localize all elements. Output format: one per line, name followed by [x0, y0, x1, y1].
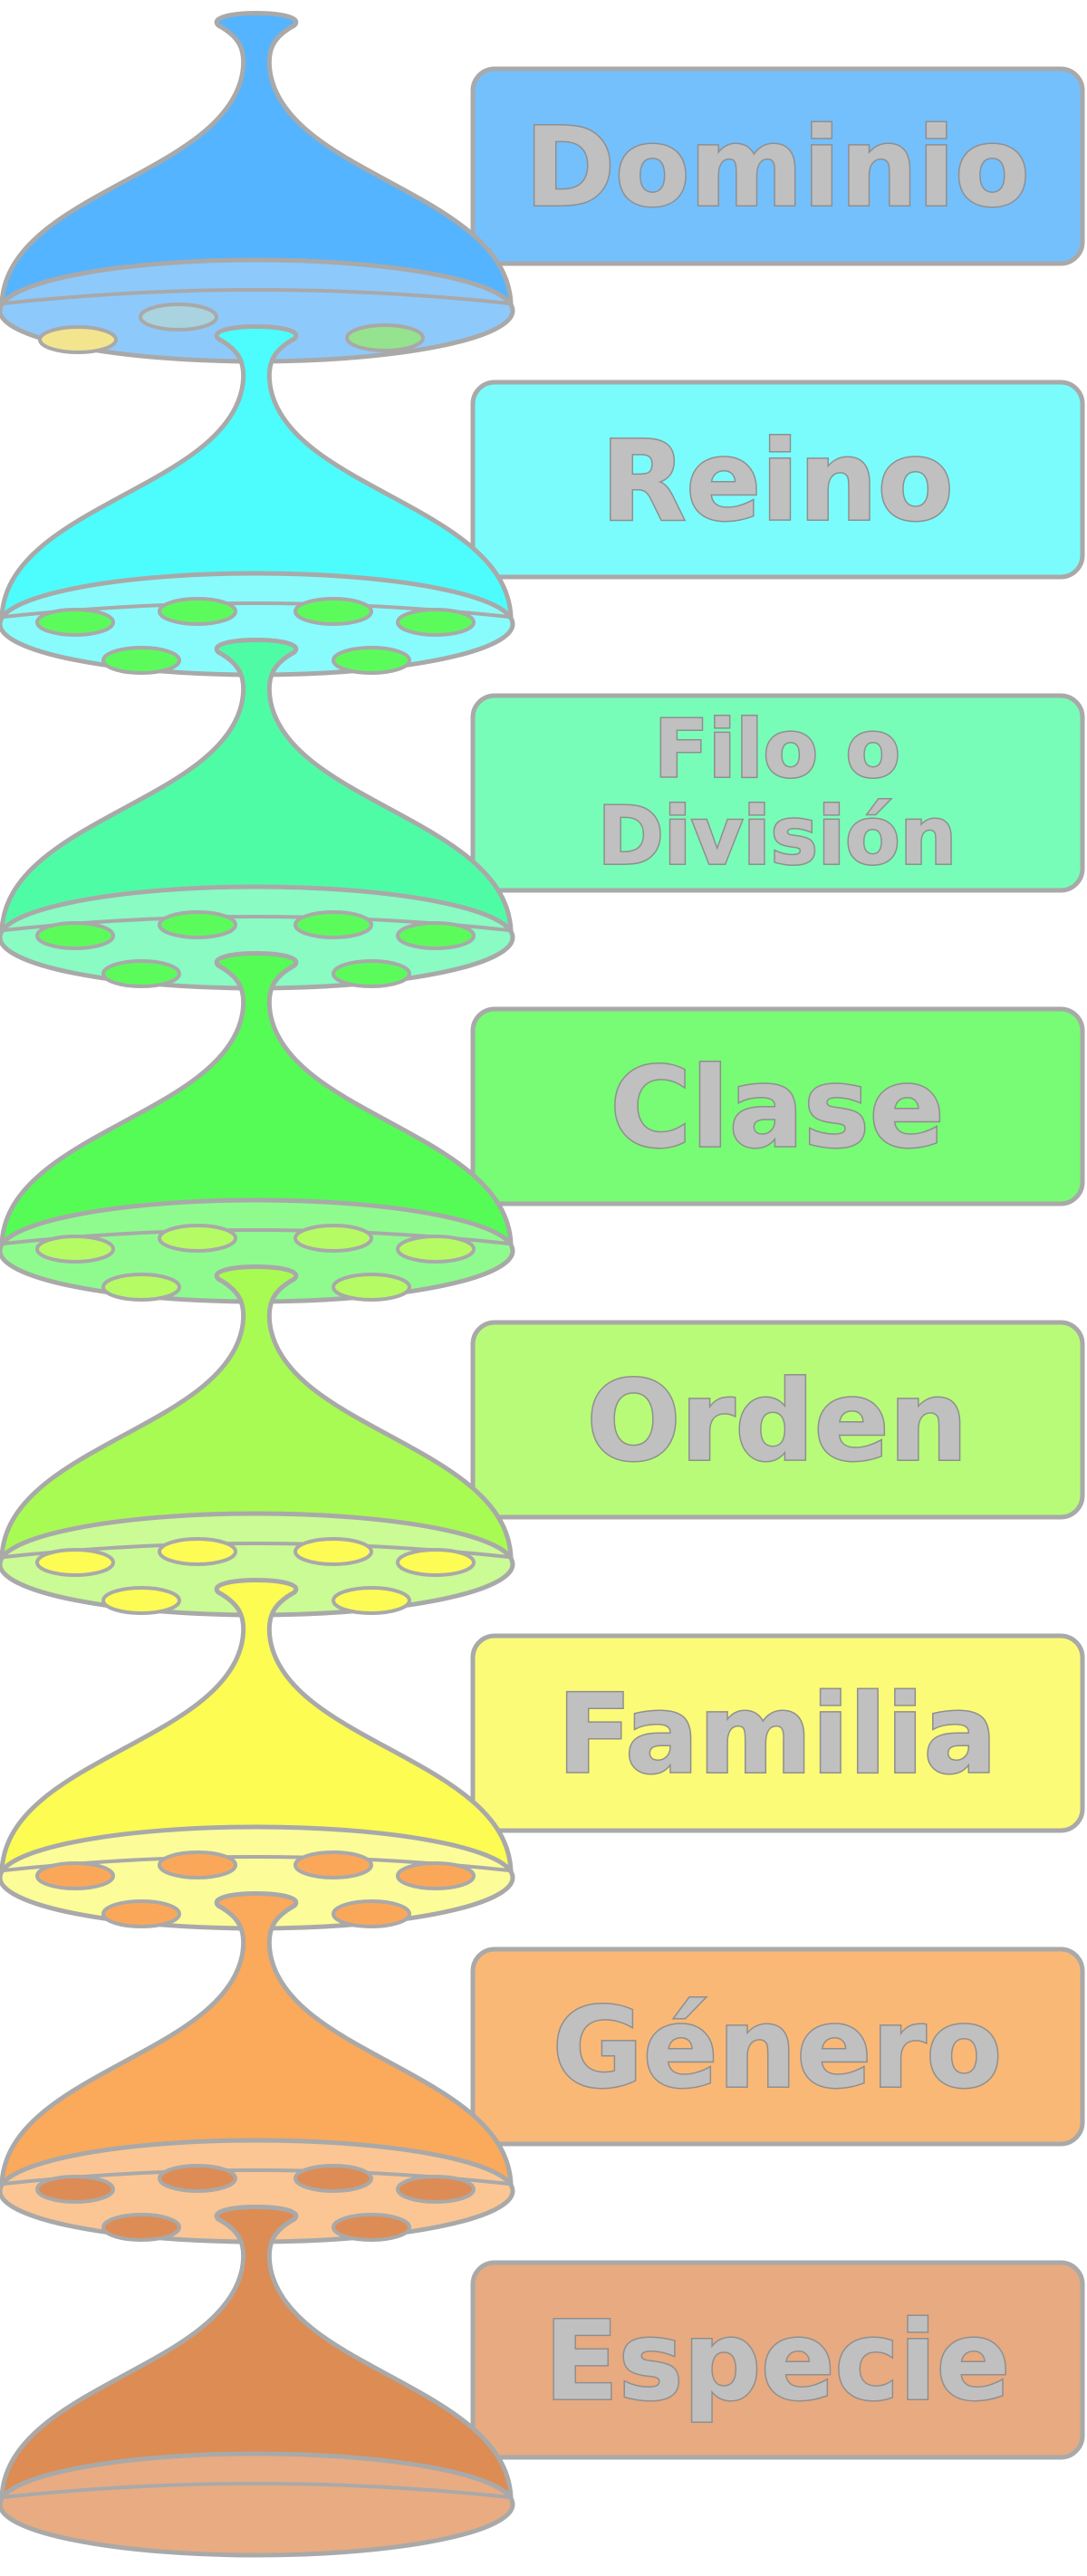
dish-hole — [101, 1586, 181, 1615]
dish-hole — [38, 325, 118, 354]
dish-hole — [396, 608, 476, 637]
rank-tier: Especie — [0, 2205, 1085, 2558]
rank-label-box — [470, 1320, 1085, 1520]
dish-hole — [332, 646, 411, 675]
rank-label-line: División — [598, 790, 957, 883]
dish-hole — [101, 2213, 181, 2242]
rank-label: Clase — [610, 1043, 944, 1172]
rank-label-box — [470, 66, 1085, 266]
dish-hole — [101, 959, 181, 988]
rank-label: Orden — [587, 1357, 968, 1485]
rank-tier: Orden — [0, 1264, 1085, 1618]
dish-hole — [293, 910, 373, 939]
dish-hole — [35, 921, 115, 950]
dish-hole — [332, 1586, 411, 1615]
dish-hole — [158, 1224, 237, 1253]
dish-hole — [35, 608, 115, 637]
rank-tier: Dominio — [0, 11, 1085, 364]
bell-body — [0, 11, 514, 306]
dish-hole — [332, 2213, 411, 2242]
dish-hole — [101, 646, 181, 675]
bell-body — [0, 324, 514, 620]
dish-hole — [293, 1850, 373, 1879]
dish-hole — [293, 1224, 373, 1253]
bell-rim — [3, 2482, 510, 2499]
bell-body — [0, 951, 514, 1246]
rank-label-line: Filo o — [654, 703, 900, 796]
bell-body — [0, 638, 514, 933]
rank-tier: Familia — [0, 1578, 1085, 1931]
rank-label-box — [470, 693, 1085, 893]
dish-hole — [332, 1273, 411, 1302]
dish-hole — [158, 597, 237, 626]
dish-hole — [101, 1899, 181, 1928]
rank-label: Familia — [557, 1673, 996, 1799]
rank-tier: Género — [0, 1891, 1085, 2244]
dish-hole — [35, 1861, 115, 1890]
rank-tier: Clase — [0, 951, 1085, 1304]
rank-label-box — [470, 1946, 1085, 2147]
dish-hole — [345, 323, 425, 352]
rank-label: Especie — [544, 2300, 1010, 2426]
dish-hole — [158, 1537, 237, 1566]
dish-hole — [396, 1861, 476, 1890]
dish-hole — [396, 1548, 476, 1577]
dish-hole — [139, 303, 218, 332]
dish-hole — [293, 1537, 373, 1566]
rank-label: Género — [553, 1984, 1002, 2112]
dish-hole — [332, 959, 411, 988]
dish-hole — [101, 1273, 181, 1302]
dish-hole — [293, 2164, 373, 2193]
dish-hole — [332, 1899, 411, 1928]
dish-hole — [396, 1235, 476, 1264]
bell-rim — [3, 288, 510, 305]
dish-hole — [158, 1850, 237, 1879]
rank-tier: Reino — [0, 324, 1085, 678]
dish-hole — [293, 597, 373, 626]
rank-label-box — [470, 1006, 1085, 1206]
dish-hole — [158, 910, 237, 939]
bell-body — [0, 1578, 514, 1873]
rank-label-box — [470, 380, 1085, 580]
bell-body — [0, 1891, 514, 2187]
dish-hole — [35, 1235, 115, 1264]
rank-label-box — [470, 2260, 1085, 2460]
dish-hole — [35, 1548, 115, 1577]
rank-label-box — [470, 1633, 1085, 1833]
rank-label: Reino — [601, 417, 953, 545]
bell-body — [0, 2205, 514, 2500]
bell-body — [0, 1264, 514, 1560]
bell-dish — [0, 2451, 515, 2558]
dish-hole — [35, 2175, 115, 2204]
rank-label: Dominio — [524, 106, 1029, 232]
dish-hole — [396, 921, 476, 950]
dish-hole — [158, 2164, 237, 2193]
dish-hole — [396, 2175, 476, 2204]
